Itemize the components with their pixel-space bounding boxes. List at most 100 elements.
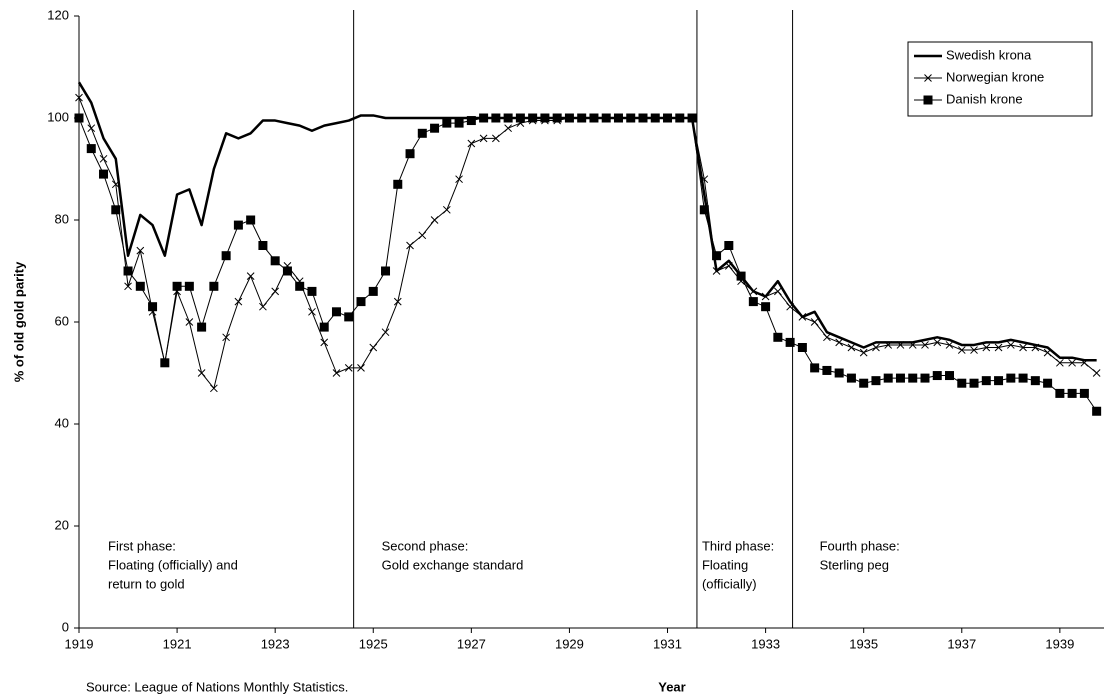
- point-marker: [748, 297, 758, 307]
- x-tick-label: 1929: [555, 636, 584, 651]
- point-marker: [233, 220, 243, 230]
- point-marker: [74, 113, 84, 123]
- point-marker: [1055, 388, 1065, 398]
- legend-label: Swedish krona: [946, 47, 1032, 62]
- phase-annotation: (officially): [702, 576, 757, 591]
- point-marker: [1030, 376, 1040, 386]
- point-marker: [357, 364, 365, 372]
- point-marker: [920, 373, 930, 383]
- point-marker: [209, 281, 219, 291]
- point-marker: [749, 287, 758, 296]
- point-marker: [111, 180, 120, 189]
- point-marker: [417, 128, 427, 138]
- series-line: [78, 117, 1098, 412]
- point-marker: [99, 154, 108, 163]
- point-marker: [663, 113, 673, 123]
- point-marker: [540, 113, 550, 123]
- point-marker: [724, 241, 734, 250]
- point-marker: [246, 215, 256, 225]
- point-marker: [786, 302, 794, 311]
- y-tick-label: 120: [47, 7, 69, 22]
- point-marker: [957, 378, 967, 388]
- point-marker: [932, 371, 942, 381]
- point-marker: [1031, 343, 1040, 352]
- point-marker: [197, 322, 207, 332]
- point-marker: [369, 343, 378, 352]
- x-tick-label: 1931: [653, 636, 682, 651]
- point-marker: [810, 318, 819, 326]
- point-marker: [982, 343, 991, 352]
- point-marker: [823, 333, 831, 342]
- point-marker: [810, 363, 820, 373]
- point-marker: [1056, 358, 1064, 367]
- point-marker: [197, 369, 206, 377]
- point-marker: [774, 287, 782, 296]
- point-marker: [99, 169, 109, 179]
- x-tick-label: 1933: [751, 636, 780, 651]
- point-marker: [921, 341, 929, 349]
- point-marker: [454, 118, 464, 128]
- y-tick-label: 0: [62, 619, 69, 634]
- x-tick-label: 1921: [163, 636, 192, 651]
- point-marker: [136, 246, 145, 255]
- point-marker: [834, 368, 844, 378]
- point-marker: [344, 364, 353, 372]
- point-marker: [700, 175, 709, 184]
- phase-annotation: return to gold: [108, 576, 185, 591]
- point-marker: [638, 113, 648, 123]
- point-marker: [871, 376, 881, 386]
- point-marker: [785, 337, 795, 347]
- phase-annotation: Second phase:: [382, 538, 469, 553]
- point-marker: [1006, 341, 1015, 349]
- phase-annotation: First phase:: [108, 538, 176, 553]
- point-marker: [847, 343, 856, 352]
- point-marker: [699, 205, 709, 215]
- point-marker: [393, 297, 402, 306]
- point-marker: [344, 312, 354, 322]
- x-axis-label: Year: [658, 679, 685, 694]
- x-tick-label: 1937: [947, 636, 976, 651]
- legend-swatch: [924, 74, 932, 82]
- point-marker: [896, 341, 905, 349]
- point-marker: [331, 307, 341, 317]
- legend-label: Danish krone: [946, 91, 1023, 106]
- point-marker: [320, 338, 329, 347]
- phase-annotation: Floating: [702, 557, 748, 572]
- point-marker: [135, 281, 145, 291]
- legend-label: Norwegian krone: [946, 69, 1044, 84]
- point-marker: [234, 297, 243, 306]
- point-marker: [455, 175, 463, 184]
- point-marker: [1092, 406, 1102, 416]
- x-tick-label: 1927: [457, 636, 486, 651]
- point-marker: [1092, 369, 1101, 377]
- point-marker: [981, 376, 991, 386]
- x-tick-label: 1919: [65, 636, 94, 651]
- point-marker: [221, 251, 231, 261]
- phase-annotation: Sterling peg: [820, 557, 889, 572]
- point-marker: [601, 113, 611, 123]
- point-marker: [160, 358, 170, 368]
- point-marker: [381, 328, 390, 337]
- point-marker: [712, 251, 722, 261]
- point-marker: [111, 205, 121, 215]
- point-marker: [528, 113, 538, 123]
- point-marker: [884, 341, 893, 349]
- point-marker: [1043, 378, 1053, 388]
- x-tick-label: 1925: [359, 636, 388, 651]
- point-marker: [210, 384, 218, 393]
- point-marker: [883, 373, 893, 383]
- point-marker: [908, 341, 917, 349]
- legend-swatch: [923, 95, 933, 105]
- point-marker: [552, 113, 562, 123]
- point-marker: [308, 307, 316, 316]
- point-marker: [1068, 358, 1076, 367]
- point-marker: [479, 134, 488, 143]
- point-marker: [872, 343, 880, 352]
- point-marker: [467, 139, 476, 148]
- point-marker: [1067, 388, 1077, 398]
- point-marker: [504, 124, 512, 133]
- point-marker: [430, 216, 439, 224]
- phase-annotation: Third phase:: [702, 538, 774, 553]
- point-marker: [994, 376, 1004, 386]
- point-marker: [1079, 388, 1089, 398]
